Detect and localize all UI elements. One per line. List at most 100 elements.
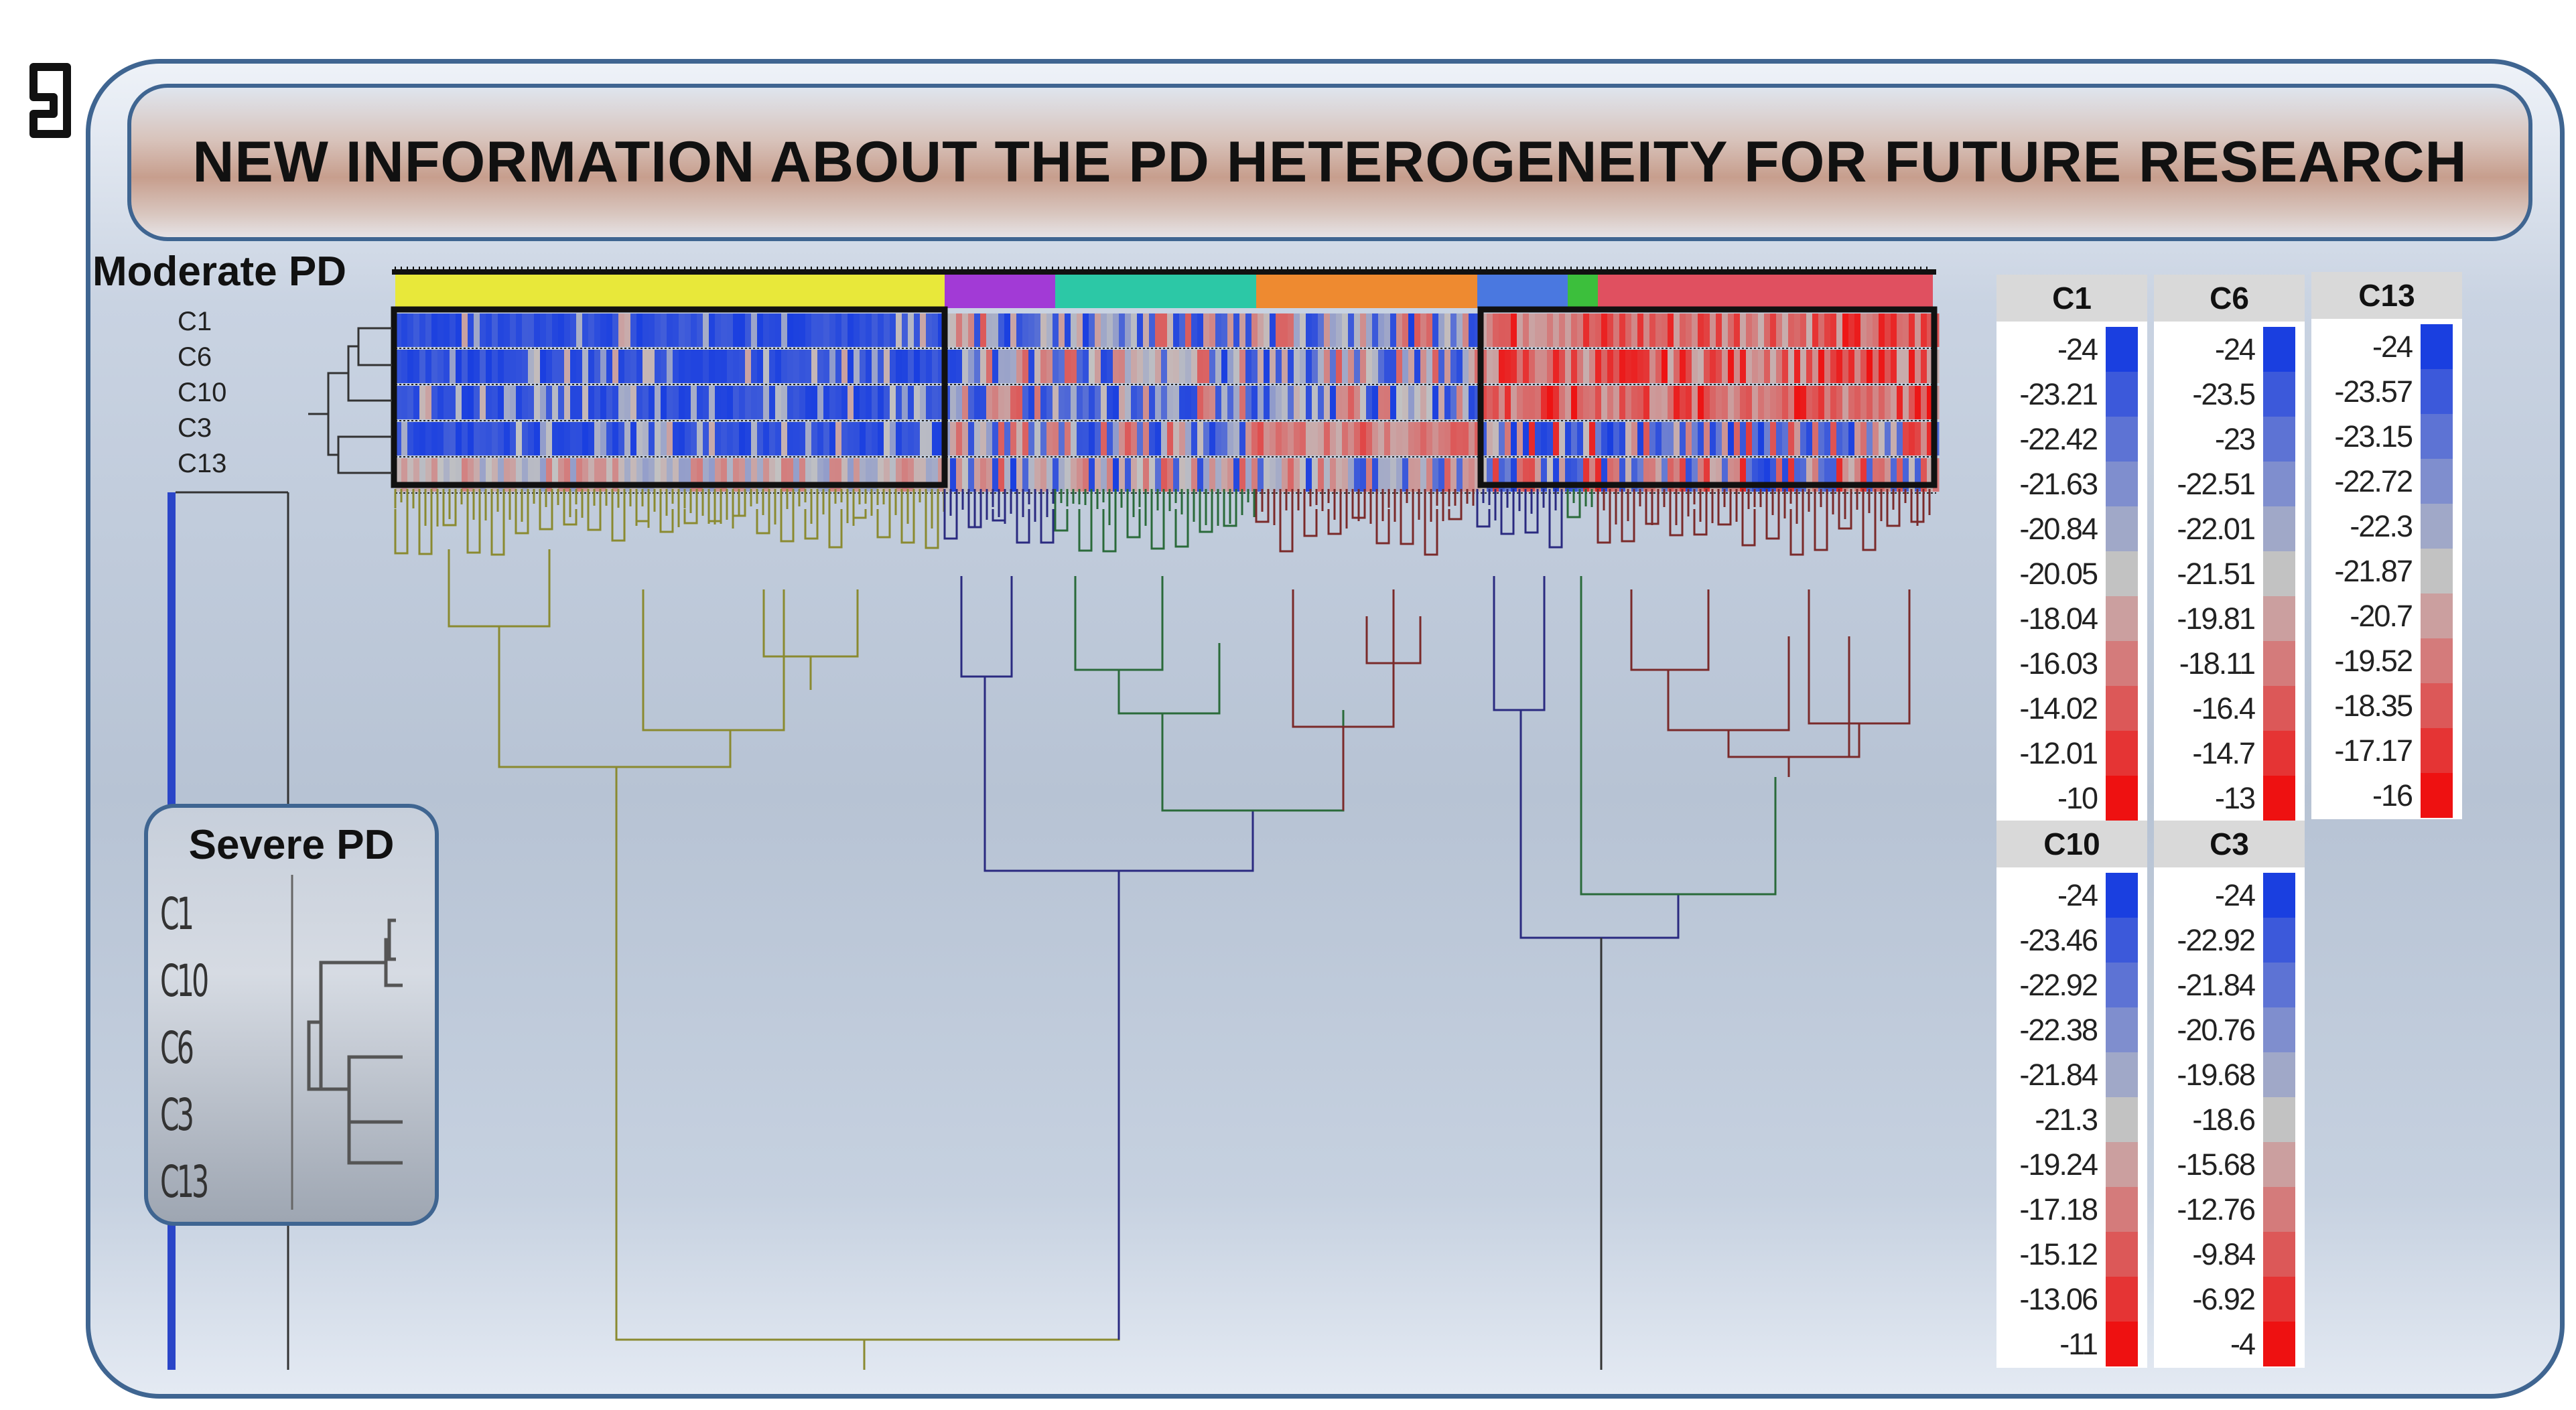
heatmap-cell: [522, 386, 529, 419]
heatmap-cell: [636, 386, 643, 419]
heatmap-cell: [709, 458, 716, 492]
heatmap-cell: [1776, 386, 1783, 419]
heatmap-cell: [612, 422, 619, 455]
heatmap-cell: [1547, 386, 1554, 419]
heatmap-cell: [1704, 350, 1710, 383]
heatmap-cell: [1330, 350, 1337, 383]
heatmap-cell: [661, 350, 667, 383]
heatmap-cell: [486, 386, 492, 419]
heatmap-cell: [1571, 313, 1578, 347]
heatmap-cell: [739, 422, 746, 455]
heatmap-cell: [835, 350, 842, 383]
heatmap-cell: [1589, 458, 1596, 492]
legend-value: -23: [2214, 422, 2256, 456]
heatmap-cell: [395, 422, 402, 455]
heatmap-cell: [1559, 458, 1566, 492]
heatmap-cell: [1830, 422, 1837, 455]
heatmap-cell: [866, 458, 872, 492]
heatmap-cell: [1089, 313, 1095, 347]
heatmap-cell: [1131, 458, 1138, 492]
heatmap-cell: [1264, 313, 1270, 347]
heatmap-cell: [1004, 458, 1011, 492]
col-dendro-branch: [515, 509, 529, 535]
col-dendro-branch: [1161, 710, 1345, 812]
heatmap-cell: [968, 386, 975, 419]
col-dendro-branch: [587, 509, 602, 531]
heatmap-cell: [1221, 313, 1228, 347]
heatmap-cell: [715, 350, 722, 383]
heatmap-cell: [920, 458, 927, 492]
heatmap-cell: [1601, 386, 1608, 419]
heatmap-cell: [456, 313, 462, 347]
legend-swatch: [2106, 731, 2138, 776]
heatmap-cell: [860, 458, 866, 492]
heatmap-cell: [1577, 313, 1584, 347]
heatmap-cell: [1848, 313, 1855, 347]
heatmap-cell: [715, 313, 722, 347]
heatmap-cell: [1740, 458, 1747, 492]
heatmap-cell: [1378, 458, 1385, 492]
heatmap-cell: [395, 313, 402, 347]
heatmap-cell: [504, 422, 511, 455]
legend-value: -22.38: [2019, 1013, 2098, 1047]
legend-value: -24: [2372, 330, 2413, 364]
heatmap-cell: [661, 386, 667, 419]
heatmap-cell: [431, 386, 438, 419]
heatmap-cell: [1185, 458, 1192, 492]
col-dendro-branch: [1074, 576, 1164, 671]
col-dendro-branch: [756, 509, 770, 535]
heatmap-cell: [968, 422, 975, 455]
legend-swatch: [2421, 369, 2453, 414]
heatmap-cell: [1432, 422, 1439, 455]
heatmap-cell: [419, 313, 426, 347]
heatmap-cell: [1649, 386, 1656, 419]
heatmap-cell: [884, 458, 890, 492]
heatmap-cell: [1077, 313, 1083, 347]
severe-row-label: C1: [160, 888, 194, 940]
heatmap-cell: [763, 458, 770, 492]
heatmap-cell: [1469, 350, 1475, 383]
heatmap-cell: [1366, 422, 1373, 455]
heatmap-cell: [1505, 350, 1511, 383]
heatmap-cell: [1818, 422, 1825, 455]
legend-swatch: [2263, 462, 2295, 506]
heatmap-cell: [1239, 386, 1246, 419]
heatmap-cell: [528, 422, 535, 455]
heatmap-cell: [697, 313, 703, 347]
heatmap-cell: [727, 350, 734, 383]
legend-swatch: [2106, 1142, 2138, 1187]
heatmap-cell: [781, 350, 788, 383]
legend-swatch: [2106, 1097, 2138, 1142]
heatmap-cell: [504, 386, 511, 419]
heatmap-cell: [1800, 458, 1807, 492]
heatmap-cell: [1444, 350, 1451, 383]
heatmap-cell: [811, 313, 818, 347]
col-dendro-branch: [1548, 509, 1563, 549]
heatmap-cell: [1095, 350, 1101, 383]
legend-value: -24: [2214, 332, 2256, 366]
heatmap-cell: [600, 422, 607, 455]
heatmap-cell: [962, 313, 969, 347]
col-dendro-branch: [1493, 576, 1546, 711]
heatmap-cell: [1794, 422, 1801, 455]
heatmap-cell: [1191, 350, 1198, 383]
heatmap-cell: [1625, 313, 1632, 347]
col-dendro-branch: [1775, 723, 1860, 758]
heatmap-cell: [1752, 313, 1759, 347]
heatmap-cell: [914, 458, 921, 492]
heatmap-cell: [588, 422, 595, 455]
heatmap-cell: [968, 458, 975, 492]
heatmap-cell: [1330, 422, 1337, 455]
heatmap-cell: [468, 422, 474, 455]
heatmap-cell: [1125, 313, 1132, 347]
heatmap-cell: [1396, 458, 1403, 492]
heatmap-cell: [1710, 313, 1716, 347]
heatmap-cell: [1655, 422, 1662, 455]
heatmap-cell: [1251, 313, 1258, 347]
col-dendro-branch: [1117, 643, 1221, 715]
col-dendro-branch: [1040, 509, 1055, 544]
heatmap-cell: [1752, 386, 1759, 419]
heatmap-cell: [1873, 313, 1879, 347]
heatmap-cell: [516, 313, 523, 347]
heatmap-cell: [1227, 386, 1234, 419]
